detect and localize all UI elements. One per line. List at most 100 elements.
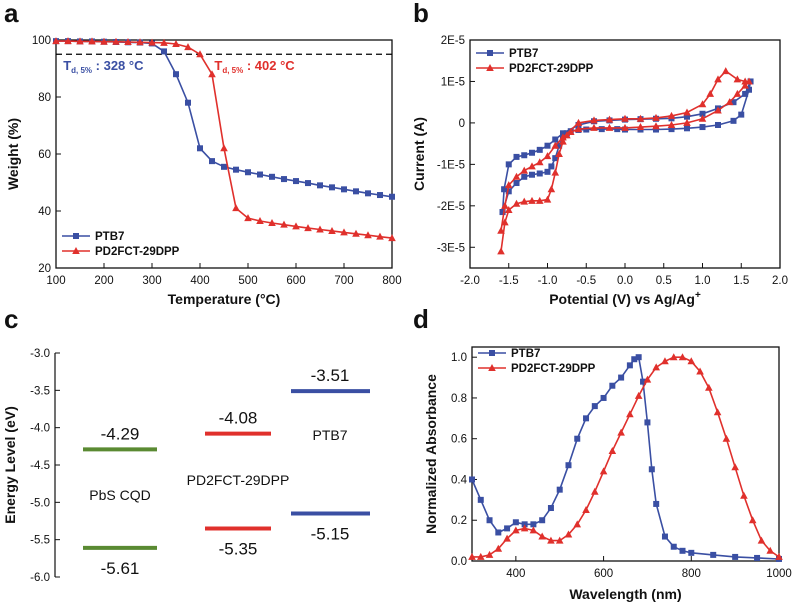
panel-b-series-1-point bbox=[520, 197, 529, 205]
panel-b-series-1-point bbox=[563, 131, 571, 139]
panel-d-series-0-point bbox=[653, 500, 660, 507]
panel-a-x-tick-label: 600 bbox=[286, 275, 305, 287]
panel-d-series-1-point bbox=[494, 544, 503, 552]
panel-b-series-1-point bbox=[528, 162, 536, 170]
panel-a-series-0-point bbox=[197, 145, 203, 152]
panel-a-series-1-point bbox=[268, 218, 276, 226]
panel-a-series-0-point bbox=[341, 186, 347, 193]
panel-d-series-1-point bbox=[503, 534, 511, 542]
panel-b-cv-chart: -2.0 -1.5 -1.0 -0.5 0.0 0.5 1.0 1.5 2.0 -3E-5 -2E-… bbox=[411, 35, 788, 307]
panel-d-series-1-point bbox=[564, 530, 573, 538]
panel-d-axes-frame bbox=[471, 346, 780, 562]
panel-label-c: c bbox=[4, 304, 18, 334]
panel-d-legend-label: PTB7 bbox=[511, 348, 540, 360]
panel-a-annotation-main: T bbox=[214, 58, 222, 73]
panel-b-series-0-point bbox=[521, 152, 528, 159]
panel-d-series-0-point bbox=[635, 354, 642, 361]
panel-a-series-1-point bbox=[172, 39, 180, 47]
panel-d-series-0-point bbox=[648, 466, 655, 473]
panel-b-series-0-point bbox=[536, 146, 543, 153]
panel-d-x-tick-label: 400 bbox=[506, 568, 525, 580]
panel-a-series-1-point bbox=[100, 37, 108, 45]
panel-a-series-1-point bbox=[136, 38, 144, 46]
panel-c-material-name: PbS CQD bbox=[89, 487, 150, 503]
panel-b-legend-label: PTB7 bbox=[509, 48, 538, 60]
panel-a-legend-label: PTB7 bbox=[95, 231, 124, 243]
panel-d-series-0-point bbox=[512, 519, 519, 526]
panel-a-series-0-point bbox=[281, 176, 287, 183]
panel-d-series-1-point bbox=[748, 516, 757, 524]
panel-label-a: a bbox=[4, 0, 19, 28]
panel-a-x-tick-label: 300 bbox=[142, 275, 161, 287]
panel-a-tga-chart: 100 200 300 400 500 600 700 800 20 40 60 80 100 Td, 5… bbox=[5, 35, 402, 307]
panel-d-series-1-point bbox=[599, 467, 608, 475]
panel-a-series-1-point bbox=[148, 38, 156, 46]
panel-d-series-0-point bbox=[521, 521, 528, 528]
panel-a-x-tick-label: 500 bbox=[238, 275, 257, 287]
panel-b-series-1-point bbox=[501, 201, 509, 209]
panel-d-series-1-point bbox=[485, 550, 494, 558]
panel-b-series-0-point bbox=[730, 99, 737, 106]
panel-d-series-0-point bbox=[583, 415, 590, 422]
panel-b-series-0-point bbox=[742, 90, 749, 97]
panel-a-series-0-point bbox=[173, 71, 179, 78]
panel-d-series-1-point bbox=[468, 552, 476, 560]
panel-d-y-tick-label: 0.0 bbox=[451, 556, 467, 568]
panel-d-series-0-point bbox=[591, 403, 598, 410]
panel-d-series-1-point bbox=[722, 434, 731, 442]
panel-b-series-1-point bbox=[551, 141, 560, 149]
panel-a-series-0-point bbox=[185, 99, 191, 106]
panel-b-series-1-point bbox=[547, 185, 556, 193]
panel-c-material-name: PD2FCT-29DPP bbox=[187, 472, 290, 488]
panel-a-x-tick-label: 100 bbox=[46, 275, 65, 287]
panel-a-series-1-point bbox=[160, 38, 168, 46]
panel-a-series-0-point bbox=[377, 192, 383, 199]
panel-b-series-1-point bbox=[512, 199, 521, 207]
panel-d-series-1-point bbox=[538, 532, 546, 540]
panel-d-series-0-point bbox=[618, 374, 625, 381]
panel-c-upper-value: -4.08 bbox=[219, 409, 258, 428]
panel-c-lower-value: -5.61 bbox=[101, 559, 140, 578]
panel-b-series-1-point bbox=[621, 123, 629, 131]
panel-d-series-1-point bbox=[713, 408, 722, 416]
panel-d-series-1-point bbox=[626, 410, 634, 418]
panel-b-series-1-point bbox=[574, 125, 583, 133]
panel-b-series-1-point bbox=[501, 218, 509, 226]
panel-b-series-1-point bbox=[566, 128, 575, 136]
panel-d-series-1-point bbox=[529, 526, 538, 534]
panel-b-series-1-point bbox=[636, 114, 645, 122]
panel-a-y-axis-label: Weight (%) bbox=[5, 118, 21, 190]
panel-a-x-axis-label: Temperature (°C) bbox=[168, 291, 281, 307]
panel-b-series-1-point bbox=[683, 108, 691, 116]
panel-b-series-1-point bbox=[733, 75, 742, 83]
panel-d-series-0-point bbox=[710, 551, 717, 558]
panel-b-x-tick-label: 1.0 bbox=[695, 275, 711, 287]
panel-b-series-0-point bbox=[699, 110, 706, 117]
panel-b-series-0-point bbox=[668, 126, 675, 133]
panel-d-series-0-point bbox=[539, 517, 546, 524]
panel-b-series-0-point bbox=[653, 126, 659, 133]
panel-d-series-1-point bbox=[476, 552, 485, 560]
panel-d-series-0-point bbox=[754, 554, 761, 561]
panel-b-series-0-point bbox=[583, 126, 590, 133]
panel-b-series-1-point bbox=[520, 166, 529, 174]
panel-d-y-tick-label: 1.0 bbox=[451, 352, 467, 364]
panel-b-series-0-point bbox=[544, 142, 551, 149]
panel-b-series-1-point bbox=[605, 115, 614, 123]
panel-b-legend-marker bbox=[486, 64, 494, 71]
panel-a-series-1-point bbox=[64, 37, 72, 45]
panel-a-series-0-point bbox=[221, 163, 227, 170]
panel-b-y-tick-label: 0 bbox=[459, 118, 465, 130]
panel-b-series-0-point bbox=[513, 153, 520, 160]
panel-b-series-0-point bbox=[521, 173, 528, 180]
panel-d-series-1-point bbox=[696, 367, 704, 375]
panel-b-series-0-point bbox=[552, 136, 559, 143]
panel-b-y-tick-label: -2E-5 bbox=[437, 201, 465, 213]
panel-c-material-name: PTB7 bbox=[312, 427, 347, 443]
panel-a-y-tick-label: 20 bbox=[38, 263, 51, 275]
panel-d-series-1-point bbox=[740, 491, 748, 499]
panel-d-series-1-point bbox=[687, 357, 696, 365]
panel-a-legend-label: PD2FCT-29DPP bbox=[95, 246, 180, 258]
panel-d-series-0-point bbox=[477, 496, 484, 503]
panel-b-series-0-point bbox=[699, 124, 706, 131]
